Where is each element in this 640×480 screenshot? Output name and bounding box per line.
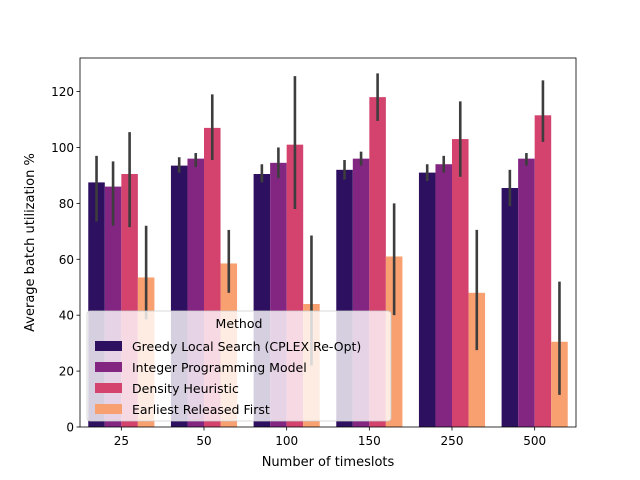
y-tick-label-20: 20 — [59, 365, 74, 379]
plot-frame — [79, 57, 577, 428]
legend-swatch-4 — [95, 404, 122, 414]
x-tick-label-25: 25 — [114, 434, 129, 448]
y-axis: 0 20 40 60 80 100 120 — [51, 85, 80, 435]
legend-label-3: Density Heuristic — [132, 381, 239, 396]
bar-4-250 — [468, 292, 486, 427]
legend-label-1: Greedy Local Search (CPLEX Re-Opt) — [132, 339, 361, 354]
x-tick-label-250: 250 — [441, 434, 464, 448]
bar-3-500 — [534, 115, 552, 427]
x-tick-label-100: 100 — [275, 434, 298, 448]
legend-swatch-2 — [95, 362, 122, 372]
bar-2-250 — [435, 164, 452, 427]
legend-title: Method — [216, 316, 263, 331]
legend-swatch-1 — [95, 341, 122, 351]
x-tick-label-50: 50 — [196, 434, 211, 448]
y-tick-label-80: 80 — [59, 197, 74, 211]
legend-swatch-3 — [95, 383, 122, 393]
legend-box — [86, 310, 392, 422]
y-tick-label-100: 100 — [51, 141, 74, 155]
legend-items: Greedy Local Search (CPLEX Re-Opt) Intege… — [95, 339, 361, 417]
x-tick-label-500: 500 — [523, 434, 546, 448]
legend: Method Greedy Local Search (CPLEX Re-Opt… — [86, 310, 392, 422]
bar-1-250 — [418, 172, 436, 427]
legend-label-2: Integer Programming Model — [132, 360, 307, 375]
bar-2-500 — [518, 158, 535, 428]
y-tick-label-40: 40 — [59, 309, 74, 323]
x-axis: 25 50 100 150 250 500 — [114, 427, 546, 448]
y-axis-label: Average batch utilization % — [23, 153, 38, 332]
bar-1-500 — [501, 187, 519, 427]
y-tick-label-60: 60 — [59, 253, 74, 267]
y-tick-label-0: 0 — [66, 421, 74, 435]
legend-label-4: Earliest Released First — [132, 402, 270, 417]
x-axis-label: Number of timeslots — [262, 455, 395, 470]
bar-3-250 — [452, 139, 469, 427]
x-tick-label-150: 150 — [358, 434, 381, 448]
y-tick-label-120: 120 — [51, 85, 74, 99]
